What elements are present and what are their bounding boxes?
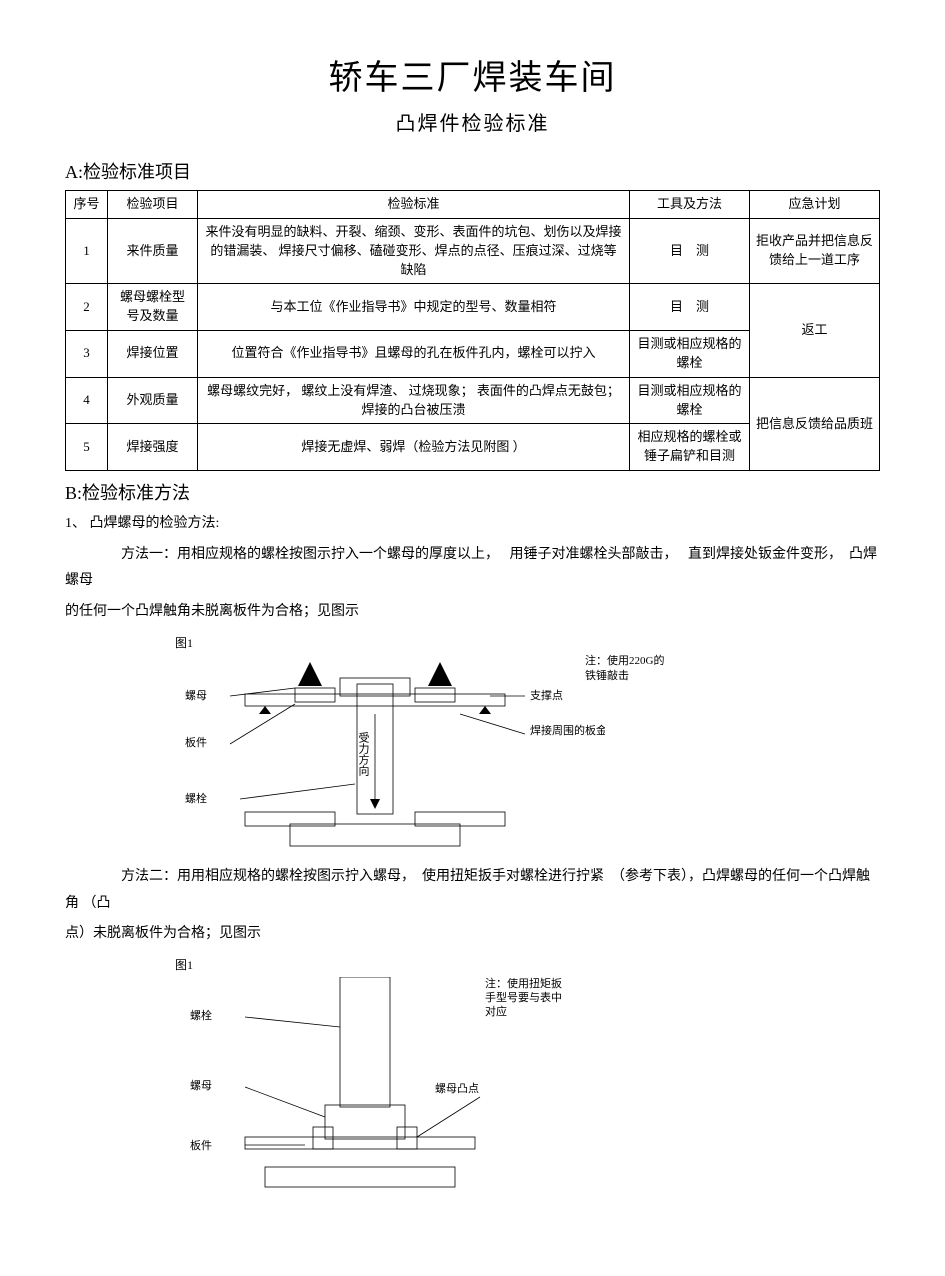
cell-plan: 把信息反馈给品质班	[750, 377, 880, 470]
method1-line-b: 的任何一个凸焊触角未脱离板件为合格；见图示	[65, 599, 880, 626]
page-title: 轿车三厂焊装车间	[65, 50, 880, 99]
inspection-table: 序号 检验项目 检验标准 工具及方法 应急计划 1 来件质量 来件没有明显的缺料…	[65, 190, 880, 471]
th-plan: 应急计划	[750, 191, 880, 219]
table-row: 2 螺母螺栓型号及数量 与本工位《作业指导书》中规定的型号、数量相符 目 测 返…	[66, 284, 880, 331]
fig2-label: 图1	[175, 954, 880, 977]
cell-item: 焊接强度	[108, 424, 198, 471]
figure-2: 注：使用扭矩扳手型号要与表中对应	[185, 977, 655, 1197]
page-subtitle: 凸焊件检验标准	[65, 107, 880, 136]
cell-plan: 返工	[750, 284, 880, 377]
cell-seq: 4	[66, 377, 108, 424]
document-page: 轿车三厂焊装车间 凸焊件检验标准 A:检验标准项目 序号 检验项目 检验标准 工…	[0, 0, 945, 1247]
th-item: 检验项目	[108, 191, 198, 219]
fig1-label: 图1	[175, 632, 880, 655]
figure-1: 注：使用220G的铁锤敲击	[185, 654, 705, 854]
fig2-label-banjian: 板件	[190, 1138, 212, 1152]
cell-std: 焊接无虚焊、弱焊（检验方法见附图 ）	[198, 424, 630, 471]
fig2-label-tudian: 螺母凸点	[435, 1082, 479, 1095]
th-tool: 工具及方法	[630, 191, 750, 219]
fig2-label-luoshuang: 螺栓	[190, 1008, 212, 1022]
table-row: 4 外观质量 螺母螺纹完好， 螺纹上没有焊渣、 过烧现象； 表面件的凸焊点无鼓包…	[66, 377, 880, 424]
fig2-note: 注：使用扭矩扳手型号要与表中对应	[485, 977, 565, 1020]
fig1-note: 注：使用220G的铁锤敲击	[585, 654, 675, 683]
cell-tool: 目测或相应规格的螺栓	[630, 331, 750, 378]
cell-seq: 3	[66, 331, 108, 378]
fig1-label-luomu: 螺母	[185, 689, 207, 702]
fig1-label-force: 受力方向	[357, 732, 370, 776]
cell-tool: 目 测	[630, 218, 750, 284]
section-a-label: A:检验标准项目	[65, 158, 880, 184]
method1-line-a: 方法一：用相应规格的螺栓按图示拧入一个螺母的厚度以上， 用锤子对准螺栓头部敲击，…	[65, 542, 880, 595]
method1-title: 1、 凸焊螺母的检验方法:	[65, 511, 880, 538]
methods-block: 1、 凸焊螺母的检验方法: 方法一：用相应规格的螺栓按图示拧入一个螺母的厚度以上…	[65, 511, 880, 1197]
cell-seq: 1	[66, 218, 108, 284]
cell-std: 与本工位《作业指导书》中规定的型号、数量相符	[198, 284, 630, 331]
cell-item: 焊接位置	[108, 331, 198, 378]
fig1-label-zhicheng: 支撑点	[530, 688, 563, 702]
method2-line-a: 方法二：用用相应规格的螺栓按图示拧入螺母， 使用扭矩扳手对螺栓进行拧紧 （参考下…	[65, 864, 880, 917]
th-seq: 序号	[66, 191, 108, 219]
cell-plan: 拒收产品并把信息反馈给上一道工序	[750, 218, 880, 284]
cell-item: 来件质量	[108, 218, 198, 284]
method2-line-b: 点）未脱离板件为合格；见图示	[65, 921, 880, 948]
fig1-label-bianxing: 焊接周围的板金变形	[530, 723, 605, 737]
cell-seq: 2	[66, 284, 108, 331]
table-header-row: 序号 检验项目 检验标准 工具及方法 应急计划	[66, 191, 880, 219]
fig2-label-luomu: 螺母	[190, 1079, 212, 1092]
cell-tool: 相应规格的螺栓或锤子扁铲和目测	[630, 424, 750, 471]
table-row: 1 来件质量 来件没有明显的缺料、开裂、缩颈、变形、表面件的坑包、划伤以及焊接的…	[66, 218, 880, 284]
cell-tool: 目 测	[630, 284, 750, 331]
fig1-label-banjian: 板件	[185, 735, 207, 749]
fig1-label-luoshuang: 螺栓	[185, 791, 207, 805]
cell-std: 螺母螺纹完好， 螺纹上没有焊渣、 过烧现象； 表面件的凸焊点无鼓包；焊接的凸台被…	[198, 377, 630, 424]
cell-std: 来件没有明显的缺料、开裂、缩颈、变形、表面件的坑包、划伤以及焊接的错漏装、 焊接…	[198, 218, 630, 284]
cell-item: 螺母螺栓型号及数量	[108, 284, 198, 331]
cell-item: 外观质量	[108, 377, 198, 424]
fig1-svg: 螺母 板件 螺栓 支撑点 焊接周围的板金变形 受力方向	[185, 654, 605, 854]
cell-std: 位置符合《作业指导书》且螺母的孔在板件孔内，螺栓可以拧入	[198, 331, 630, 378]
section-b-label: B:检验标准方法	[65, 479, 880, 505]
th-std: 检验标准	[198, 191, 630, 219]
cell-seq: 5	[66, 424, 108, 471]
cell-tool: 目测或相应规格的螺栓	[630, 377, 750, 424]
